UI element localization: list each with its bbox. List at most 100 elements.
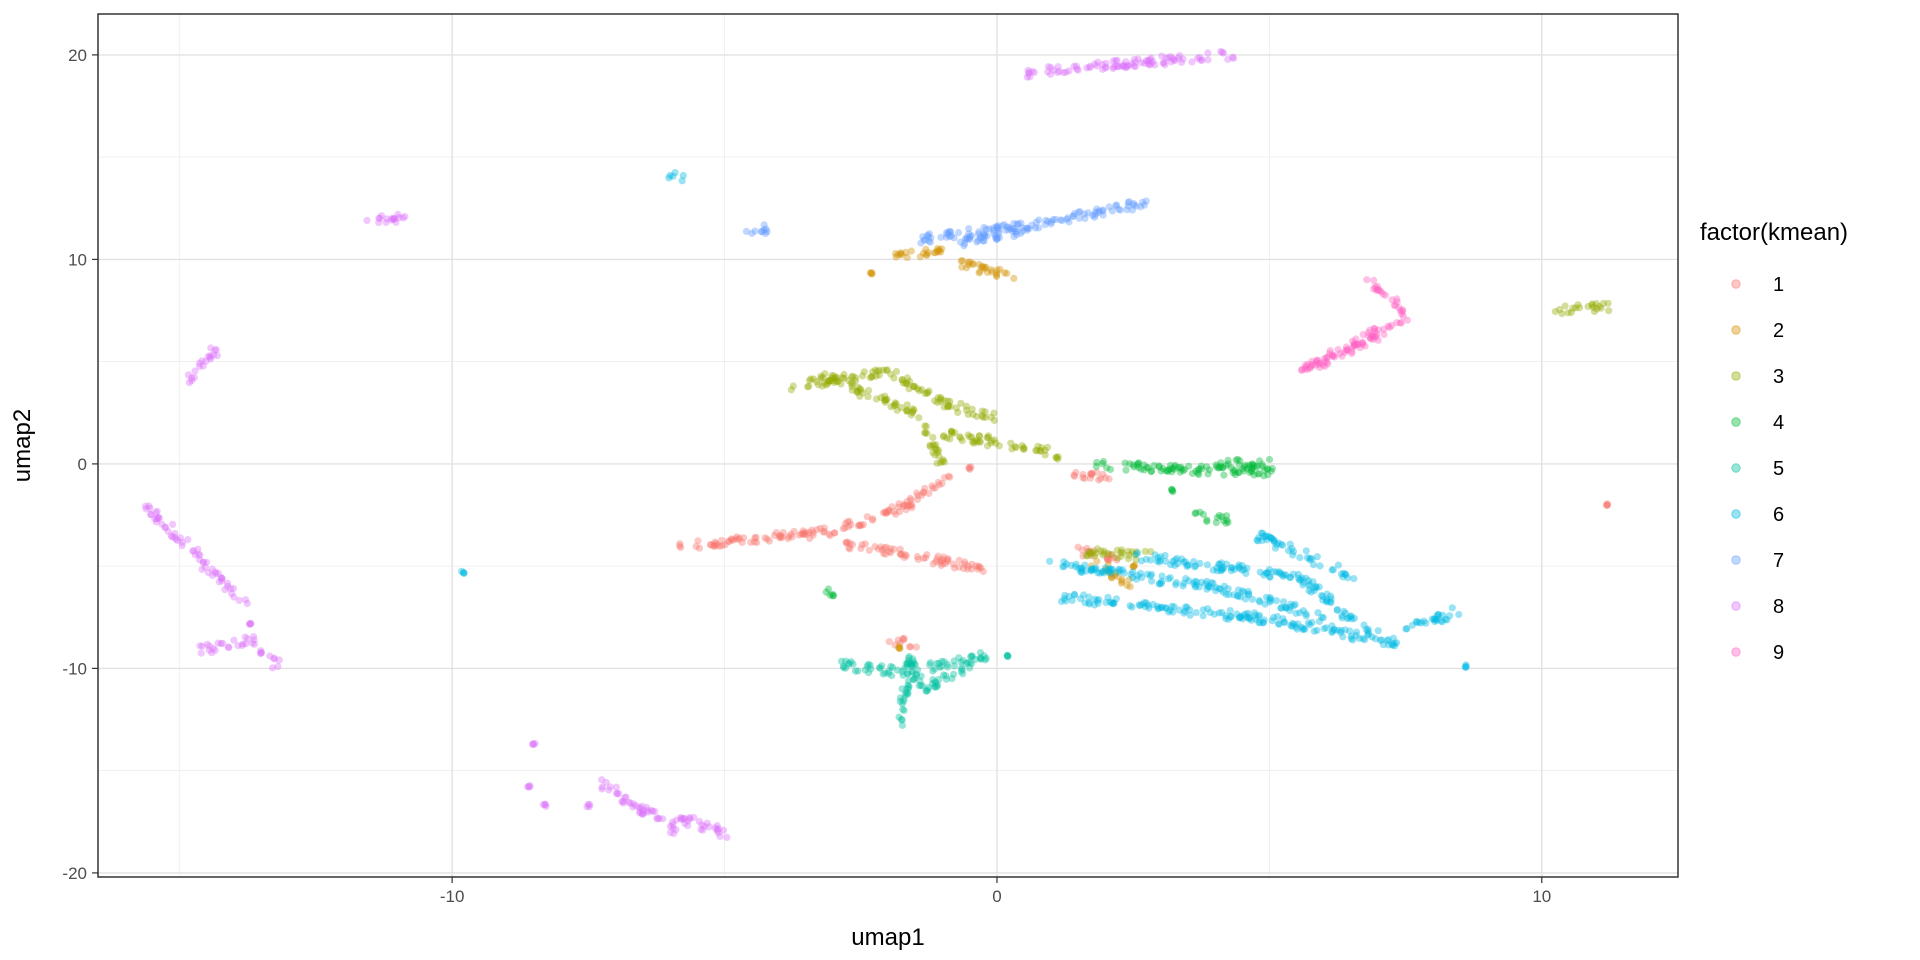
data-point [931, 683, 939, 691]
data-point [1185, 561, 1193, 569]
data-point [890, 402, 898, 410]
data-point [377, 212, 386, 220]
data-point [1391, 642, 1399, 650]
data-point [1358, 339, 1366, 347]
data-point [1113, 57, 1121, 65]
data-point [1054, 455, 1062, 463]
data-point [919, 488, 927, 496]
data-point [898, 700, 907, 708]
data-point [996, 265, 1004, 273]
data-point [1386, 323, 1394, 332]
data-point [1223, 512, 1231, 520]
data-point [1368, 633, 1376, 641]
data-point [1572, 304, 1580, 312]
data-point [1099, 206, 1107, 214]
data-point [1259, 533, 1267, 541]
data-point [1086, 64, 1094, 72]
data-point [201, 563, 209, 571]
data-point [1315, 583, 1323, 591]
data-point [1136, 569, 1145, 577]
data-point [653, 815, 661, 823]
data-point [805, 528, 814, 537]
data-point [998, 222, 1007, 230]
data-point [907, 643, 915, 651]
data-point [1142, 555, 1150, 563]
data-point [887, 662, 895, 671]
data-point [903, 406, 911, 414]
data-point [821, 379, 829, 387]
data-point [1167, 58, 1175, 66]
data-point [931, 678, 939, 686]
data-point [1070, 590, 1078, 599]
data-point [1145, 604, 1153, 612]
data-point [1113, 556, 1121, 564]
data-point [1114, 62, 1122, 70]
data-point [1195, 583, 1203, 591]
data-point [860, 368, 868, 376]
data-point [185, 379, 193, 387]
data-point [984, 434, 992, 442]
data-point [898, 685, 906, 693]
data-point [1198, 56, 1206, 64]
data-point [853, 387, 861, 396]
data-point [896, 545, 904, 553]
data-point [1306, 364, 1314, 372]
data-point [1203, 517, 1211, 526]
data-point [1234, 592, 1242, 600]
data-point [738, 538, 746, 547]
data-point [900, 553, 908, 562]
data-point [981, 413, 990, 421]
data-point [981, 408, 989, 416]
data-point [1219, 565, 1227, 574]
data-point [878, 546, 887, 554]
data-point [785, 532, 793, 541]
data-point [929, 484, 937, 492]
data-point [926, 661, 934, 669]
data-point [1597, 304, 1605, 312]
data-point [460, 569, 468, 577]
data-point [1241, 461, 1249, 469]
data-point [964, 410, 972, 418]
data-point [1361, 342, 1369, 350]
data-point [1238, 587, 1246, 595]
data-point [866, 269, 874, 277]
data-point [763, 535, 771, 543]
data-point [732, 535, 740, 543]
data-point [1212, 587, 1220, 595]
data-point [971, 655, 980, 664]
data-point [869, 368, 877, 376]
data-point [1196, 559, 1204, 568]
data-point [1093, 545, 1102, 553]
data-point [1102, 565, 1110, 574]
data-point [1107, 569, 1115, 577]
data-point [1603, 501, 1612, 509]
data-point [965, 235, 973, 244]
data-point [1408, 621, 1416, 629]
data-point [1417, 619, 1425, 627]
data-point [921, 236, 929, 244]
data-point [950, 234, 958, 242]
data-point [190, 547, 198, 555]
data-point [940, 458, 949, 466]
data-point [916, 253, 924, 261]
data-point [1336, 349, 1344, 358]
data-point [142, 505, 150, 513]
data-point [1010, 219, 1018, 228]
data-point [923, 551, 931, 559]
data-point [211, 568, 219, 576]
data-point [1198, 465, 1206, 473]
data-point [1099, 470, 1107, 478]
data-point [1206, 583, 1215, 591]
data-point [957, 399, 965, 407]
data-point [955, 556, 963, 565]
data-point [1064, 214, 1072, 222]
data-point [1024, 66, 1032, 74]
data-point [1155, 580, 1163, 588]
data-point [637, 804, 645, 813]
data-point [940, 658, 948, 666]
data-point [1561, 302, 1569, 310]
data-point [917, 681, 925, 690]
data-point [257, 648, 265, 657]
data-point [1224, 518, 1232, 526]
data-point [1123, 581, 1131, 590]
